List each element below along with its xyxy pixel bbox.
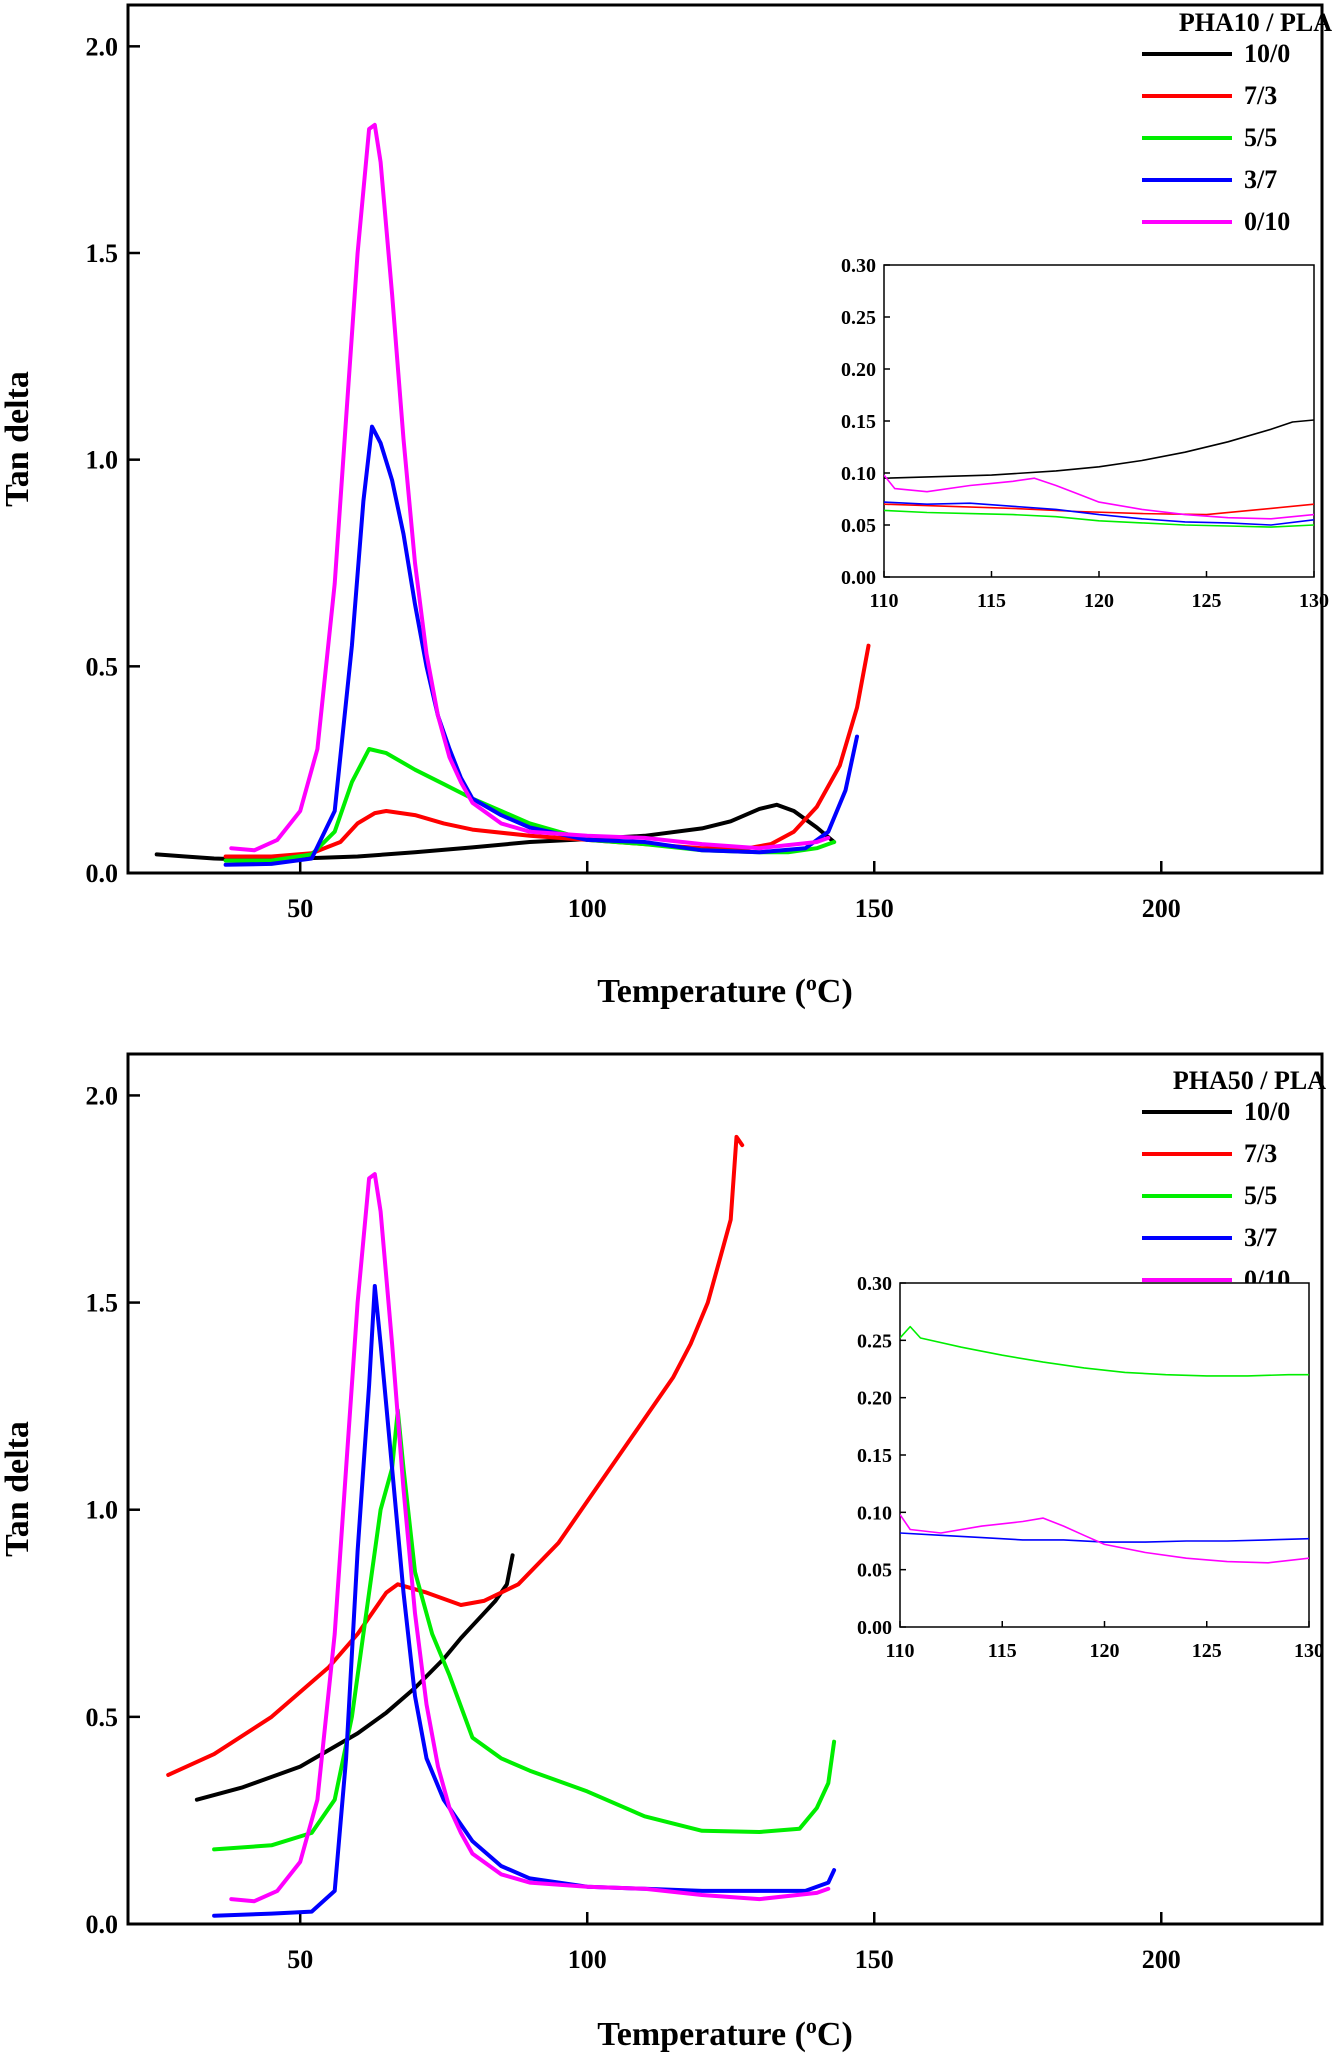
inset-x-tick-label: 120 [1090,1640,1120,1662]
series-line-7-3 [223,643,871,859]
y-tick-label: 1.5 [86,239,119,268]
series-group [166,1134,837,1918]
legend-label: 10/0 [1244,39,1290,68]
x-axis-label-superscript: o [806,970,817,995]
y-tick-label: 2.0 [86,1081,119,1110]
inset-series-line-3-7 [900,1532,1309,1543]
x-tick-label: 150 [855,1945,894,1974]
chart-panel-1: 0.0 0.5 1.0 1.5 2.0 50 100 150 200 Tan delta Tempe… [0,3,1332,1011]
inset-y-tick-label: 0.05 [841,515,876,537]
x-tick-label: 50 [287,1945,313,1974]
inset-plot: 0.00 0.05 0.10 0.15 0.20 0.25 0.30 110 115 120 125… [857,1273,1324,1662]
inset-series-line-5-5 [900,1325,1309,1377]
inset-series-line-7-3 [884,503,1314,516]
legend-label: 7/3 [1244,1139,1277,1168]
series-line-0-10 [229,1172,831,1904]
x-tick-label: 50 [287,894,313,923]
y-tick-label: 0.5 [86,1703,119,1732]
inset-series-line-3-7 [884,501,1314,526]
x-tick-label: 100 [568,1945,607,1974]
inset-y-tick-label: 0.25 [841,307,876,329]
legend-label: 0/10 [1244,207,1290,236]
x-tick-label: 100 [568,894,607,923]
series-line-3-7 [212,1284,837,1918]
y-tick-label: 1.0 [86,446,119,475]
plot-frame [126,3,1324,875]
x-axis-label-unit: C) [817,973,853,1010]
inset-y-tick-label: 0.00 [857,1617,892,1639]
inset-frame [899,1282,1310,1628]
inset-x-tick-label: 130 [1299,590,1329,612]
y-tick-label: 0.0 [86,859,119,888]
x-axis-label-superscript: o [806,2013,817,2038]
series-line-7-3 [166,1134,745,1777]
y-tick-label: 0.5 [86,652,119,681]
x-axis-label-text: Temperature ( [597,973,806,1010]
y-axis-label: Tan delta [0,1421,36,1557]
inset-plot: 0.00 0.05 0.10 0.15 0.20 0.25 0.30 110 115 120 125… [841,255,1329,612]
series-line-10-0 [194,1553,515,1802]
inset-series-line-5-5 [884,509,1314,528]
y-tick-label: 2.0 [86,32,119,61]
inset-y-tick-label: 0.10 [857,1502,892,1524]
x-axis-label: Temperature (oC) [597,2013,853,2054]
series-line-5-5 [212,1408,837,1852]
inset-series-line-0-10 [884,474,1314,520]
inset-y-tick-label: 0.15 [841,411,876,433]
y-tick-label: 1.0 [86,1496,119,1525]
inset-series-group [900,1325,1309,1564]
series-group [154,122,871,867]
inset-x-tick-label: 110 [886,1640,915,1662]
inset-series-group [884,419,1314,528]
y-axis-label: Tan delta [0,371,36,507]
inset-y-tick-label: 0.30 [857,1273,892,1295]
series-line-3-7 [223,424,859,867]
inset-x-tick-label: 115 [988,1640,1017,1662]
inset-y-tick-label: 0.05 [857,1560,892,1582]
legend-label: 7/3 [1244,81,1277,110]
legend-label: 5/5 [1244,123,1277,152]
y-tick-label: 0.0 [86,1910,119,1939]
inset-x-tick-label: 110 [870,590,899,612]
x-tick-label: 150 [855,894,894,923]
inset-x-tick-label: 130 [1294,1640,1324,1662]
x-tick-label: 200 [1142,1945,1181,1974]
series-line-0-10 [229,122,831,853]
legend-title: PHA50 / PLA [1173,1066,1326,1095]
inset-y-tick-label: 0.30 [841,255,876,277]
inset-x-tick-label: 125 [1192,590,1222,612]
inset-y-tick-label: 0.00 [841,567,876,589]
legend-label: 10/0 [1244,1097,1290,1126]
inset-series-line-10-0 [884,419,1314,479]
inset-x-tick-label: 120 [1084,590,1114,612]
inset-x-tick-label: 115 [977,590,1006,612]
chart-panel-2: 0.0 0.5 1.0 1.5 2.0 50 100 150 200 Tan delta Tempe… [0,1052,1326,2054]
x-tick-label: 200 [1142,894,1181,923]
plot-frame [126,1052,1324,1926]
inset-frame [883,264,1315,578]
legend-label: 3/7 [1244,165,1277,194]
inset-series-line-0-10 [900,1514,1309,1564]
legend-label: 3/7 [1244,1223,1277,1252]
inset-y-tick-label: 0.20 [857,1388,892,1410]
inset-x-tick-label: 125 [1192,1640,1222,1662]
x-axis-label-unit: C) [817,2016,853,2053]
legend-title: PHA10 / PLA [1179,8,1332,37]
legend-label: 5/5 [1244,1181,1277,1210]
inset-y-tick-label: 0.25 [857,1330,892,1352]
x-axis-label-text: Temperature ( [597,2016,806,2053]
x-axis-label: Temperature (oC) [597,970,853,1011]
inset-y-tick-label: 0.10 [841,463,876,485]
inset-y-tick-label: 0.15 [857,1445,892,1467]
inset-y-tick-label: 0.20 [841,359,876,381]
y-tick-label: 1.5 [86,1289,119,1318]
